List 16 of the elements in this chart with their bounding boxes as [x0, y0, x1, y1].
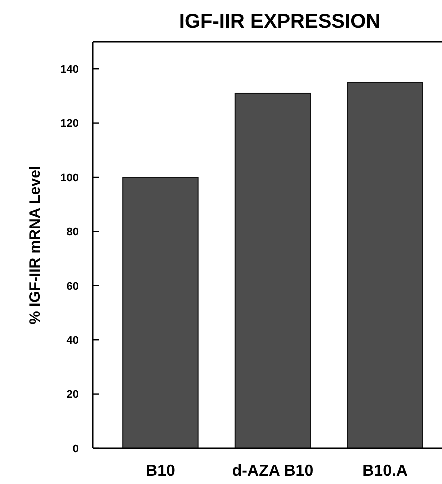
y-tick-label: 60 [66, 280, 79, 293]
y-tick-label: 140 [60, 64, 79, 76]
bar [122, 177, 199, 449]
y-axis-title: % IGF-IIR mRNA Level [27, 166, 44, 325]
y-tick-label: 20 [66, 389, 79, 402]
y-tick-label: 40 [66, 334, 79, 347]
x-tick-label: B10.A [362, 463, 408, 480]
chart-title: IGF-IIR EXPRESSION [179, 11, 381, 33]
y-tick-label: 80 [66, 226, 79, 239]
y-tick-label: 120 [60, 118, 79, 130]
y-tick-label: 100 [60, 172, 79, 184]
y-tick-label: 0 [72, 443, 79, 456]
bar [347, 82, 424, 449]
bar [234, 92, 312, 449]
x-tick-label: d-AZA B10 [232, 463, 314, 480]
x-tick-label: B10 [146, 463, 176, 480]
